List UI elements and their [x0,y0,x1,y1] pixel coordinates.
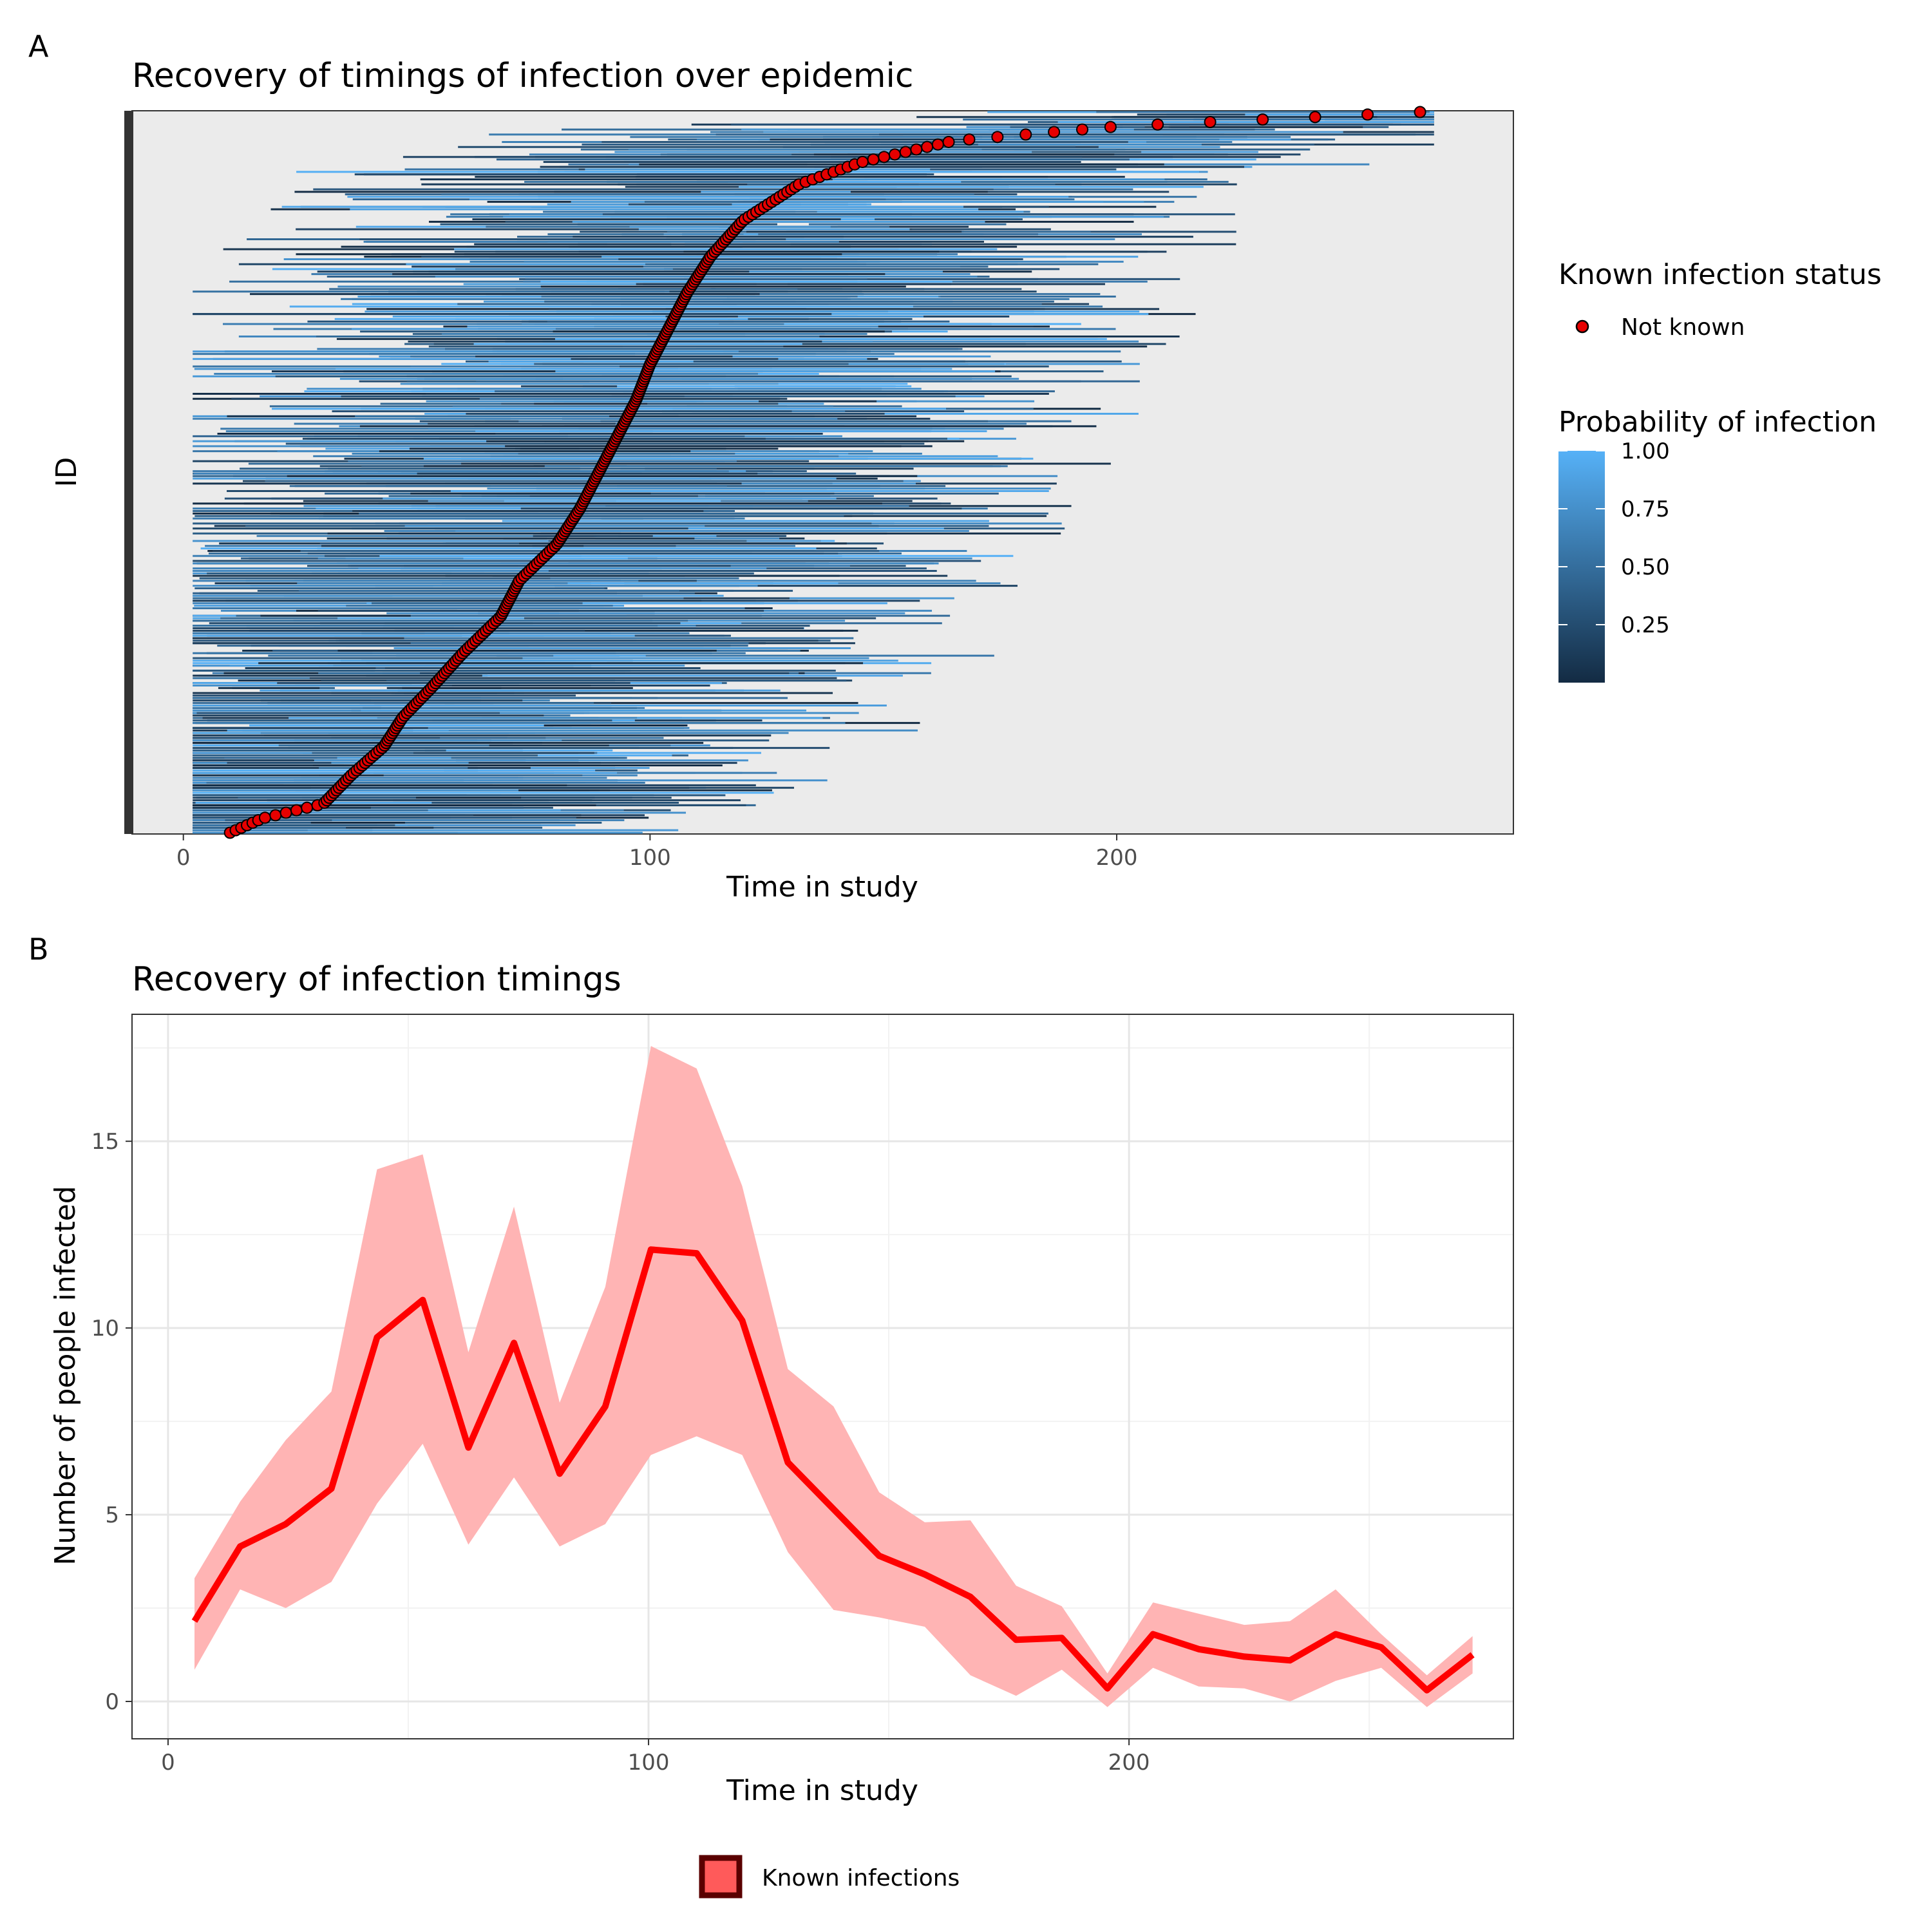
panel-a-tag: A [28,29,49,64]
panel-b-legend-label: Known infections [762,1865,960,1891]
x-tick-label: 100 [628,1750,670,1776]
panel-b-plot-border [131,1014,1514,1739]
infection-point [279,806,292,819]
infection-point [888,148,901,161]
x-tick-label: 100 [629,845,671,871]
panel-b-y-axis-label: Number of people infected [49,1186,82,1565]
panel-a-title: Recovery of timings of infection over ep… [132,57,914,95]
infection-point [1151,118,1164,131]
x-tick-label: 0 [176,845,191,871]
panel-a-x-axis-label: Time in study [726,871,918,904]
panel-b-axes: 0 100 200 0 5 10 15 [91,1129,1150,1776]
infection-point [1076,123,1089,136]
panel-b-x-axis-label: Time in study [726,1774,918,1807]
y-tick-label: 15 [91,1129,119,1155]
y-tick-label: 0 [105,1689,119,1715]
infection-point [910,143,923,156]
infection-point [1309,111,1321,124]
infection-point [1361,108,1374,121]
infection-point [1019,128,1032,141]
infection-point [1256,113,1269,126]
y-tick-label: 10 [91,1316,119,1341]
panel-a-x-axis: 0 100 200 [176,834,1138,871]
color-legend-tick-label: 0.75 [1621,497,1670,522]
shape-legend-key-point [1575,319,1589,334]
infection-point [1104,120,1117,133]
infection-point [963,133,976,146]
infection-point [1048,126,1061,138]
infection-point [258,811,271,824]
panel-b-tag: B [28,932,49,967]
panel-b-legend-key [699,1855,743,1899]
panel-a-point-layer [223,106,1426,839]
panel-a-y-axis-bar [124,111,133,834]
x-tick-label: 200 [1108,1750,1150,1776]
infection-point [269,809,282,822]
infection-point [878,151,891,164]
infection-point [867,153,880,166]
infection-point [921,140,934,153]
infection-point [931,138,944,151]
infection-point [1414,106,1426,118]
shape-legend-title: Known infection status [1558,258,1882,291]
infection-point [301,801,314,814]
panel-b-confidence-band [194,1046,1473,1707]
x-tick-label: 0 [161,1750,175,1776]
infection-point [856,155,869,168]
color-legend-title: Probability of infection [1558,406,1877,439]
infection-point [991,131,1004,144]
color-legend-ticks: 0.25 0.50 0.75 1.00 [1558,439,1670,638]
panel-a-y-axis-label: ID [50,457,83,488]
panel-b-series-line [191,1246,1475,1694]
shape-legend-entry-not-known: Not known [1621,314,1745,341]
color-legend-tick-label: 1.00 [1621,439,1670,464]
panel-b-title: Recovery of infection timings [132,960,621,999]
infection-point [1204,115,1217,128]
panel-b: B Recovery of infection timings 0 100 2000… [28,932,1514,1899]
panel-a: A Recovery of timings of infection over … [28,29,1882,904]
x-tick-label: 200 [1096,845,1138,871]
infection-point [290,804,303,817]
color-legend-tick-label: 0.25 [1621,612,1670,638]
color-legend-tick-label: 0.50 [1621,554,1670,580]
y-tick-label: 5 [105,1502,119,1528]
infection-point [942,135,955,148]
infection-point [899,146,912,158]
